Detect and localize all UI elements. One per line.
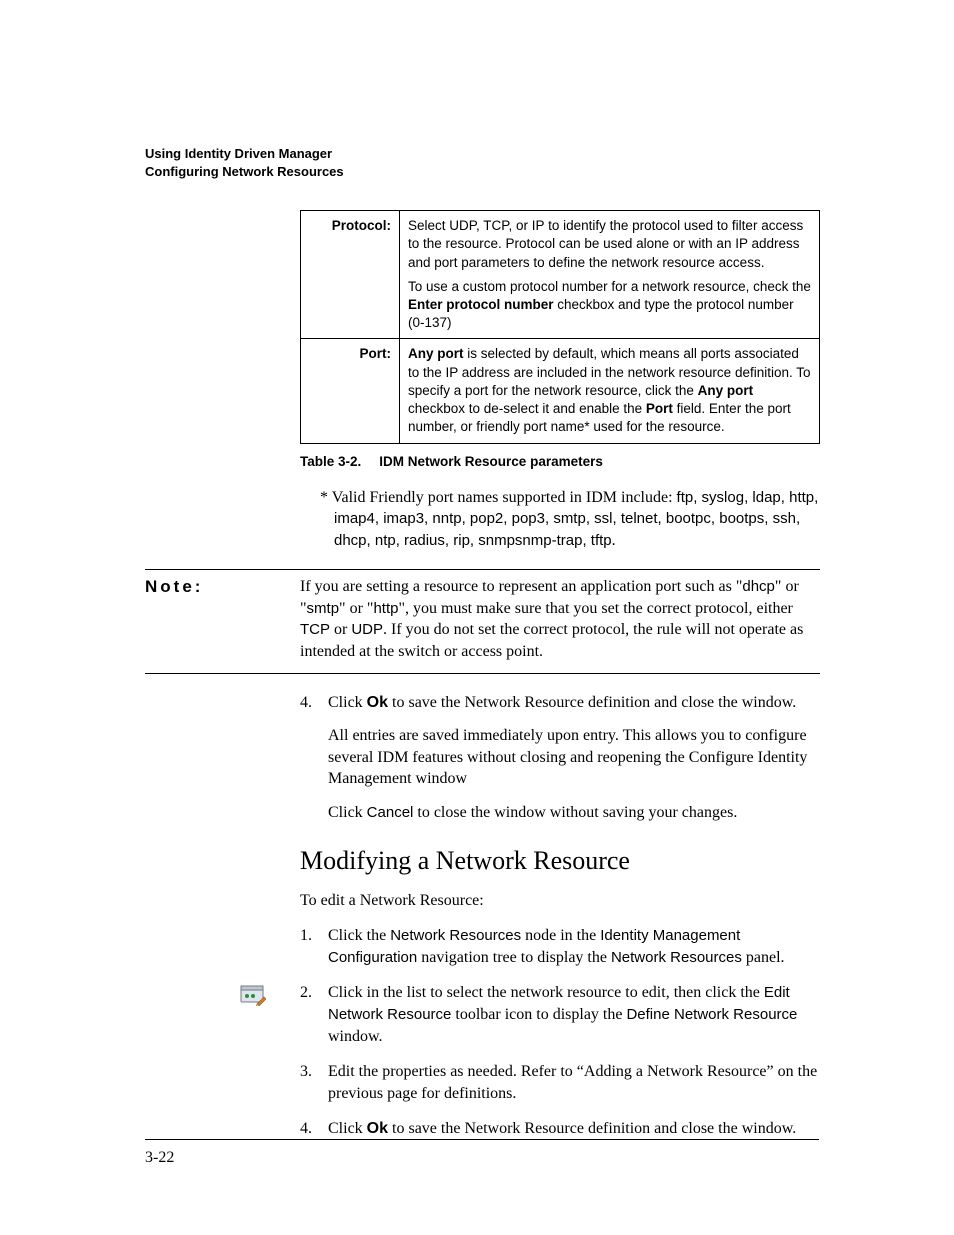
list-number: 3. xyxy=(300,1061,312,1083)
row-desc: Select UDP, TCP, or IP to identify the p… xyxy=(400,211,820,339)
note-rule xyxy=(145,673,820,674)
caption-title: IDM Network Resource parameters xyxy=(379,454,603,469)
list-item: 2. Click in the list to select the netwo… xyxy=(300,982,820,1047)
caption-number: Table 3-2. xyxy=(300,454,361,469)
steps-list: 1. Click the Network Resources node in t… xyxy=(300,925,820,1140)
page-number: 3-22 xyxy=(145,1149,174,1167)
running-head: Using Identity Driven Manager Configurin… xyxy=(145,145,819,180)
section-heading: Modifying a Network Resource xyxy=(300,846,820,876)
step-text: All entries are saved immediately upon e… xyxy=(328,725,820,790)
step-text: Click Ok to save the Network Resource de… xyxy=(328,1118,820,1140)
list-item: 1. Click the Network Resources node in t… xyxy=(300,925,820,968)
table-row: Protocol: Select UDP, TCP, or IP to iden… xyxy=(301,211,820,339)
list-item: 4. Click Ok to save the Network Resource… xyxy=(300,692,820,824)
note-block: Note: If you are setting a resource to r… xyxy=(300,569,820,673)
row-label: Port: xyxy=(301,339,400,443)
list-number: 4. xyxy=(300,1118,312,1140)
cell-paragraph: Any port is selected by default, which m… xyxy=(408,345,811,436)
row-label: Protocol: xyxy=(301,211,400,339)
table-row: Port: Any port is selected by default, w… xyxy=(301,339,820,443)
step-text: Edit the properties as needed. Refer to … xyxy=(328,1061,820,1104)
content-column: Protocol: Select UDP, TCP, or IP to iden… xyxy=(300,210,820,1140)
edit-toolbar-icon xyxy=(240,982,266,1006)
note-text: If you are setting a resource to represe… xyxy=(300,576,820,662)
note-body: If you are setting a resource to represe… xyxy=(300,570,820,672)
footnote: * Valid Friendly port names supported in… xyxy=(320,487,820,552)
note-label: Note: xyxy=(145,577,203,597)
cell-paragraph: To use a custom protocol number for a ne… xyxy=(408,278,811,333)
step-text: Click in the list to select the network … xyxy=(328,982,820,1047)
list-item: 4. Click Ok to save the Network Resource… xyxy=(300,1118,820,1140)
footer-rule xyxy=(145,1139,819,1140)
list-number: 1. xyxy=(300,925,312,947)
cell-paragraph: Select UDP, TCP, or IP to identify the p… xyxy=(408,217,811,272)
steps-list-continued: 4. Click Ok to save the Network Resource… xyxy=(300,692,820,824)
list-item: 3. Edit the properties as needed. Refer … xyxy=(300,1061,820,1104)
intro-text: To edit a Network Resource: xyxy=(300,890,820,912)
list-number: 4. xyxy=(300,692,312,714)
running-head-line1: Using Identity Driven Manager xyxy=(145,145,819,163)
parameters-table: Protocol: Select UDP, TCP, or IP to iden… xyxy=(300,210,820,443)
row-desc: Any port is selected by default, which m… xyxy=(400,339,820,443)
running-head-line2: Configuring Network Resources xyxy=(145,163,819,181)
step-text: Click Ok to save the Network Resource de… xyxy=(328,692,820,714)
table-caption: Table 3-2. IDM Network Resource parameter… xyxy=(300,454,820,469)
step-text: Click the Network Resources node in the … xyxy=(328,925,820,968)
list-number: 2. xyxy=(300,982,312,1004)
page: Using Identity Driven Manager Configurin… xyxy=(0,0,954,1235)
step-text: Click Cancel to close the window without… xyxy=(328,802,820,824)
